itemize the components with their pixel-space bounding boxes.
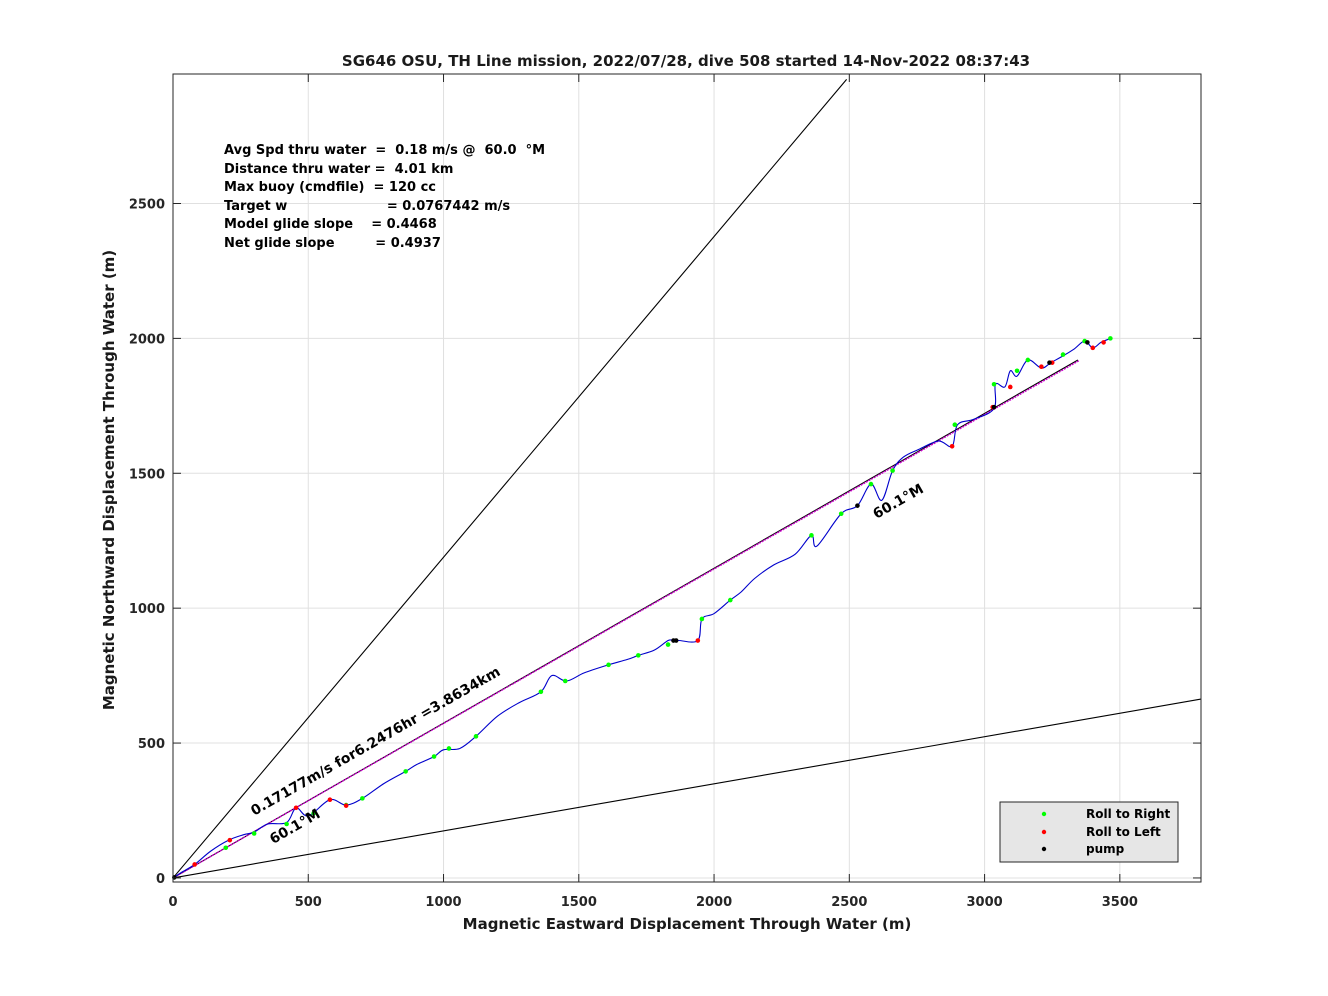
legend-marker-roll-left	[1041, 829, 1047, 835]
marker-roll-to-right	[868, 481, 874, 487]
marker-roll-to-right	[699, 616, 705, 622]
x-tick-label: 3000	[966, 895, 1002, 910]
stat-target-w: Target w = 0.0767442 m/s	[224, 199, 510, 214]
marker-roll-to-left	[695, 638, 701, 643]
marker-roll-to-left	[1101, 340, 1106, 345]
y-tick-label: 1000	[129, 602, 165, 617]
y-tick-label: 2000	[129, 332, 165, 347]
legend-label-pump: pump	[1086, 842, 1125, 856]
markers	[172, 336, 1113, 880]
reference-lines	[172, 79, 1202, 879]
marker-roll-to-left	[327, 797, 333, 803]
y-tick-label: 1500	[129, 467, 165, 482]
stat-model-glide-slope: Model glide slope = 0.4468	[224, 217, 437, 232]
marker-roll-to-right	[538, 689, 544, 695]
marker-roll-to-left	[192, 862, 197, 867]
marker-roll-to-right	[1014, 368, 1020, 374]
marker-roll-to-right	[1060, 352, 1066, 357]
marker-roll-to-right	[360, 796, 365, 801]
marker-roll-to-right	[890, 468, 895, 473]
x-axis-label: Magnetic Eastward Displacement Through W…	[463, 915, 912, 933]
annotation-1: 60.1°M	[267, 806, 323, 847]
marker-roll-to-right	[809, 533, 814, 538]
legend-label-roll-left: Roll to Left	[1086, 825, 1161, 839]
stat-net-glide-slope: Net glide slope = 0.4937	[224, 236, 441, 251]
marker-pump	[1047, 360, 1052, 365]
stat-avg-speed: Avg Spd thru water = 0.18 m/s @ 60.0 °M	[224, 143, 545, 158]
marker-roll-to-left	[227, 837, 233, 843]
y-tick-label: 0	[156, 872, 165, 887]
marker-roll-to-left	[1090, 345, 1096, 351]
stats-block: Avg Spd thru water = 0.18 m/s @ 60.0 °M …	[224, 143, 545, 251]
marker-roll-to-right	[446, 746, 452, 751]
legend-marker-roll-right	[1041, 811, 1047, 817]
marker-roll-to-right	[606, 662, 611, 668]
legend: Roll to Right Roll to Left pump	[999, 801, 1179, 863]
y-tick-label: 500	[138, 737, 165, 752]
marker-roll-to-right	[311, 810, 316, 816]
grid	[172, 74, 1201, 882]
legend-label-roll-right: Roll to Right	[1086, 807, 1171, 821]
axes-box	[172, 73, 1202, 883]
marker-roll-to-left	[949, 444, 955, 449]
marker-roll-to-left	[1007, 384, 1013, 390]
annotation-0: 0.17177m/s for6.2476hr =3.8634km	[248, 664, 503, 819]
stat-distance: Distance thru water = 4.01 km	[224, 162, 453, 177]
reference-line-course-line	[172, 359, 1080, 879]
y-tick-label: 2500	[129, 197, 165, 212]
marker-roll-to-right	[223, 845, 229, 851]
x-tick-label: 1500	[561, 895, 597, 910]
marker-roll-to-right	[284, 821, 289, 827]
marker-roll-to-left	[293, 805, 299, 811]
legend-marker-pump	[1041, 846, 1047, 852]
marker-roll-to-right	[665, 642, 671, 647]
marker-roll-to-right	[403, 769, 408, 774]
tick-labels: 0 500 1000 1500 2000 2500 3000 3500 0 500 1000 1500…	[129, 197, 1138, 910]
x-tick-label: 3500	[1102, 895, 1138, 910]
marker-roll-to-right	[838, 511, 844, 517]
marker-roll-to-right	[636, 653, 641, 658]
marker-roll-to-right	[1108, 336, 1113, 341]
reference-line-lower-bound	[172, 698, 1202, 879]
x-tick-label: 0	[168, 895, 177, 910]
x-tick-label: 2000	[696, 895, 732, 910]
x-tick-label: 2500	[831, 895, 867, 910]
marker-roll-to-right	[991, 381, 997, 387]
x-tick-label: 1000	[425, 895, 461, 910]
marker-pump	[991, 404, 997, 410]
marker-roll-to-right	[251, 831, 257, 836]
marker-roll-to-left	[343, 803, 349, 808]
y-axis-label: Magnetic Northward Displacement Through …	[100, 250, 118, 710]
marker-roll-to-right	[1025, 357, 1031, 363]
marker-roll-to-right	[473, 734, 479, 739]
ticks	[172, 74, 1201, 882]
marker-roll-to-right	[562, 678, 568, 684]
marker-pump	[673, 638, 679, 643]
marker-roll-to-right	[727, 597, 733, 603]
reference-line-heading-line	[172, 359, 1079, 879]
reference-line-upper-bound	[172, 79, 848, 879]
annotation-2: 60.1°M	[870, 481, 926, 522]
marker-pump	[855, 503, 860, 508]
marker-pump	[1085, 340, 1090, 345]
x-tick-label: 500	[295, 895, 322, 910]
marker-roll-to-right	[952, 422, 958, 428]
marker-roll-to-left	[1039, 364, 1044, 370]
chart-title: SG646 OSU, TH Line mission, 2022/07/28, …	[342, 52, 1030, 70]
marker-roll-to-right	[431, 754, 437, 759]
legend-box	[999, 801, 1179, 863]
stat-max-buoy: Max buoy (cmdfile) = 120 cc	[224, 180, 436, 195]
